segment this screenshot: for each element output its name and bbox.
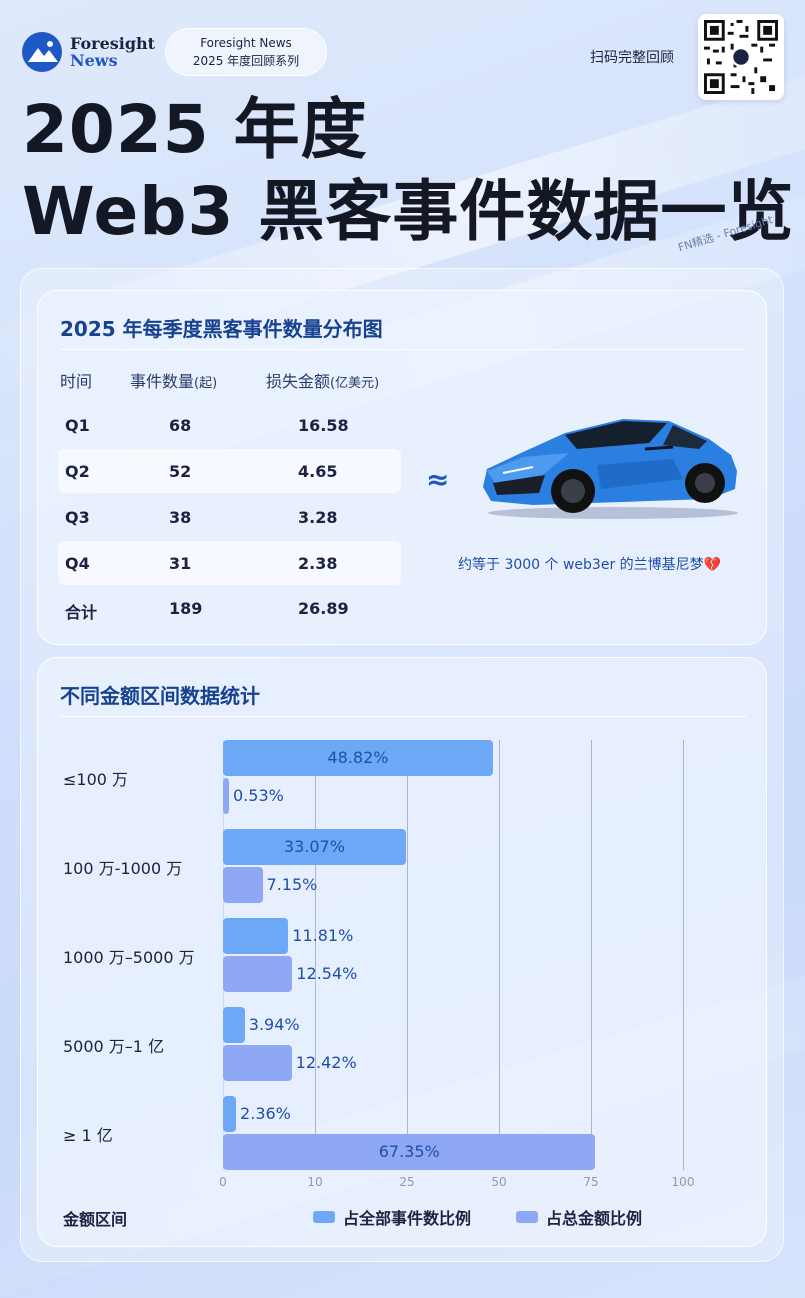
legend-item-amount: 占总金额比例 [516,1205,642,1229]
page-title-line1: 2025 年度 [22,91,368,168]
grid-line [315,740,316,1170]
header-count: 事件数量(起) [130,368,217,392]
x-tick-label: 100 [671,1175,695,1189]
y-axis-line [223,740,224,1170]
y-axis-title: 金额区间 [63,1210,128,1229]
quarterly-title: 2025 年每季度黑客事件数量分布图 [60,317,383,341]
qr-code[interactable] [698,14,784,100]
cell-quarter: Q4 [65,554,90,573]
x-tick-label: 75 [583,1175,599,1189]
header: Foresight News Foresight News 2025 年度回顾系… [0,0,805,110]
grid-line [499,740,500,1170]
cell-quarter: Q1 [65,416,90,435]
x-tick-label: 10 [307,1175,323,1189]
legend-label: 占总金额比例 [546,1209,643,1228]
data-label: 3.94% [248,1015,300,1034]
foresight-logo-icon [22,32,62,72]
grid-line [591,740,592,1170]
range-chart-card: 不同金额区间数据统计 ≤100 万 100 万-1000 万 1000 万–50… [37,657,767,1247]
cell-loss: 2.38 [298,554,338,573]
data-label: 2.36% [240,1104,291,1123]
cell-quarter: Q2 [65,462,90,481]
header-loss: 损失金额(亿美元) [266,368,379,392]
x-tick-label: 25 [399,1175,415,1189]
cell-count: 31 [169,554,192,573]
quarterly-card: 2025 年每季度黑客事件数量分布图 时间 事件数量(起) 损失金额(亿美元) … [37,290,767,645]
bar-event-share [223,1007,245,1043]
data-label: 11.81% [292,926,354,945]
bar-event-share [223,829,406,865]
scan-prompt: 扫码完整回顾 [590,50,674,66]
bar-amount-share [223,867,263,903]
cell-loss: 3.28 [298,508,338,527]
header-count-label: 事件数量 [130,372,195,391]
sports-car-image [483,419,738,519]
legend-swatch [313,1211,335,1223]
brand-name: Foresight [70,34,156,53]
cell-quarter: 合计 [65,603,98,622]
chart-title: 不同金额区间数据统计 [60,684,260,708]
category-label: 100 万-1000 万 [63,859,183,878]
data-label: 12.42% [295,1053,357,1072]
cell-loss: 16.58 [298,416,349,435]
data-label: 12.54% [296,964,358,983]
series-badge: Foresight News 2025 年度回顾系列 [165,28,327,76]
header-loss-label: 损失金额 [266,372,331,391]
series-name: Foresight News [200,36,292,50]
header-loss-unit: (亿美元) [330,376,380,391]
bar-event-share [223,1096,237,1132]
cell-count: 52 [169,462,192,481]
data-label: 7.15% [266,875,318,894]
data-label: 33.07% [283,837,345,856]
table-row-highlight [58,541,401,585]
cell-loss: 26.89 [298,599,349,618]
header-time: 时间 [60,372,93,391]
approx-symbol: ≈ [426,463,450,496]
data-label: 0.53% [233,786,284,805]
x-tick-label: 0 [219,1175,227,1189]
header-count-unit: (起) [194,376,218,391]
cell-loss: 4.65 [298,462,338,481]
divider [60,716,746,717]
brand-logo: Foresight News [22,32,155,72]
category-label: ≥ 1 亿 [63,1126,113,1145]
page-title-line2: Web3 黑客事件数据一览 [22,173,795,250]
legend-swatch [516,1211,538,1223]
cell-count: 68 [169,416,192,435]
divider [60,349,746,350]
data-label: 67.35% [378,1142,440,1161]
legend-label: 占全部事件数比例 [343,1209,472,1228]
cell-count: 189 [169,599,203,618]
bar-amount-share [223,1045,292,1081]
legend-item-events: 占全部事件数比例 [313,1205,471,1229]
cell-quarter: Q3 [65,508,90,527]
bar-event-share [223,918,289,954]
x-tick-label: 50 [491,1175,507,1189]
cell-count: 38 [169,508,192,527]
bar-amount-share [223,778,229,814]
bar-chart-plot: 0 10 25 50 75 100 48.82% 0.53% 33.07% 7.15% 11.81%… [219,740,694,1189]
grid-line [683,740,684,1170]
category-label: 5000 万–1 亿 [63,1037,165,1056]
series-subtitle: 2025 年度回顾系列 [192,54,300,68]
table-row-highlight [58,449,401,493]
car-caption-text: 约等于 3000 个 web3er 的兰博基尼梦 [458,557,704,573]
category-label: 1000 万–5000 万 [63,948,195,967]
car-caption: 约等于 3000 个 web3er 的兰博基尼梦💔 [458,554,721,574]
data-label: 48.82% [327,748,389,767]
category-label: ≤100 万 [63,770,129,789]
bar-event-share [223,740,493,776]
brand-subname: News [70,51,118,70]
grid-line [407,740,408,1170]
bar-amount-share [223,956,293,992]
broken-heart-icon: 💔 [703,557,722,573]
bar-amount-share [223,1134,596,1170]
qr-code-icon [704,20,778,94]
